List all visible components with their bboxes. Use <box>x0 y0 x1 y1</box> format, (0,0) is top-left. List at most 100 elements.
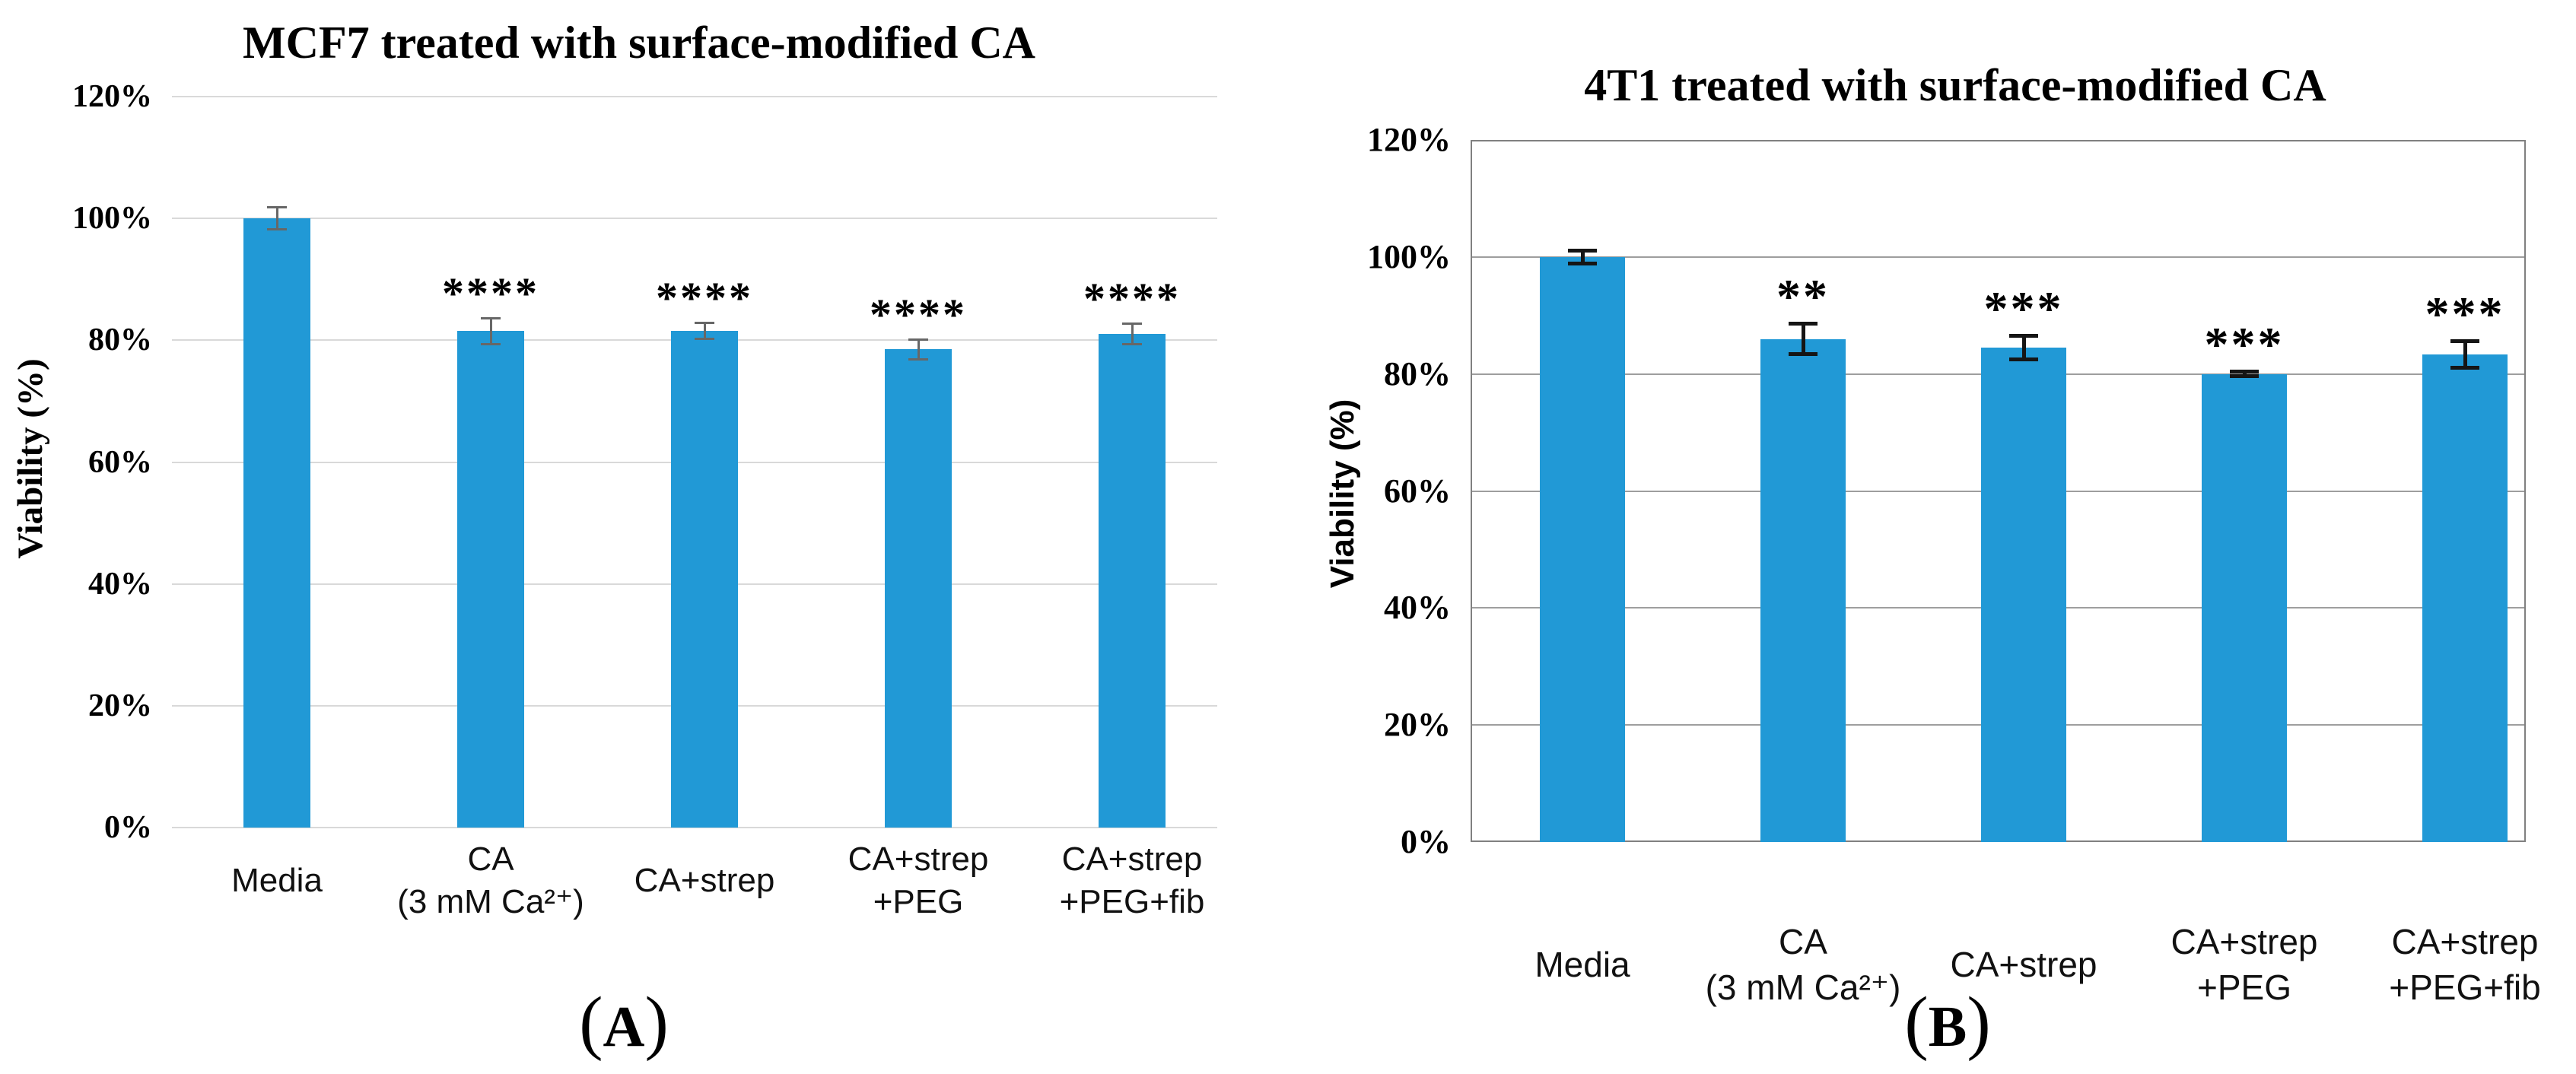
x-category-label-2: CA+strep <box>1818 942 2229 987</box>
x-category-label-4: CA+strep +PEG+fib <box>2260 919 2576 1010</box>
bar-0 <box>1540 256 1625 842</box>
y-tick-label-40: 40% <box>1384 589 1451 627</box>
bar-3 <box>885 349 952 828</box>
y-tick-label-0: 0% <box>1401 823 1451 860</box>
y-tick-label-20: 20% <box>88 688 152 723</box>
y-tick-label-100: 100% <box>1367 237 1451 275</box>
significance-stars-1: ** <box>1776 268 1830 323</box>
error-bar-cap-4-top <box>1122 323 1142 326</box>
y-tick-label-20: 20% <box>1384 706 1451 744</box>
error-bar-cap-1-bottom <box>481 342 501 345</box>
x-category-label-3: CA+strep +PEG <box>2039 919 2450 1010</box>
caption-letter: A <box>603 995 645 1059</box>
bar-1 <box>1760 338 1846 842</box>
bar-4 <box>1099 334 1166 828</box>
error-bar-line-0 <box>1580 250 1585 264</box>
x-category-label-4: CA+strep +PEG+fib <box>927 838 1337 923</box>
caption-close-paren: ) <box>644 983 669 1062</box>
x-category-label-3: CA+strep +PEG <box>713 838 1124 923</box>
bar-2 <box>1981 348 2066 842</box>
caption-close-paren: ) <box>1967 983 1991 1062</box>
y-tick-label-40: 40% <box>88 566 152 602</box>
x-category-label-line: CA+strep <box>1950 945 2097 984</box>
x-category-label-line: CA+strep <box>2171 922 2318 961</box>
error-bar-line-0 <box>275 207 278 230</box>
error-bar-cap-2-top <box>695 322 714 325</box>
error-bar-line-1 <box>1801 323 1805 354</box>
gridline-120 <box>172 96 1217 97</box>
x-category-label-line: +PEG+fib <box>1059 883 1205 920</box>
x-category-label-line: CA+strep <box>1061 840 1203 878</box>
error-bar-cap-0-bottom <box>1568 261 1597 265</box>
error-bar-line-1 <box>489 318 492 345</box>
y-tick-label-60: 60% <box>1384 472 1451 510</box>
gridline-0 <box>172 827 1217 828</box>
x-category-label-line: CA <box>467 840 514 878</box>
error-bar-line-3 <box>917 339 920 360</box>
error-bar-cap-4-top <box>2450 339 2479 344</box>
x-category-label-1: CA (3 mM Ca²⁺) <box>1598 919 2008 1010</box>
y-tick-label-120: 120% <box>72 79 152 114</box>
x-category-label-1: CA (3 mM Ca²⁺) <box>285 838 696 923</box>
x-category-label-line: CA+strep <box>634 862 775 899</box>
chart-title-mcf7: MCF7 treated with surface-modified CA <box>242 17 1035 68</box>
error-bar-cap-2-top <box>2009 334 2038 338</box>
error-bar-cap-0-bottom <box>267 228 287 231</box>
y-tick-label-120: 120% <box>1367 121 1451 158</box>
panel-caption-a: (A) <box>502 981 746 1063</box>
bar-4 <box>2422 354 2508 842</box>
x-category-label-line: CA <box>1779 922 1827 961</box>
error-bar-line-3 <box>2242 371 2247 377</box>
error-bar-line-4 <box>2463 341 2467 368</box>
bar-0 <box>243 218 310 828</box>
significance-stars-2: *** <box>1983 281 2064 335</box>
bar-3 <box>2202 373 2287 842</box>
caption-open-paren: ( <box>1904 983 1929 1062</box>
bar-1 <box>457 331 524 828</box>
x-category-label-2: CA+strep <box>499 860 910 902</box>
significance-stars-4: *** <box>2425 286 2505 341</box>
x-category-label-line: +PEG <box>873 883 964 920</box>
x-category-label-line: +PEG <box>2196 968 2291 1007</box>
y-tick-label-60: 60% <box>88 444 152 480</box>
error-bar-cap-1-bottom <box>1789 352 1818 356</box>
error-bar-cap-3-top <box>2230 370 2259 374</box>
error-bar-cap-3-top <box>908 338 928 342</box>
error-bar-line-4 <box>1131 323 1134 345</box>
y-tick-label-0: 0% <box>104 810 152 845</box>
x-category-label-0: Media <box>1377 942 1788 987</box>
x-category-label-line: Media <box>231 862 323 899</box>
chart-title-4t1: 4T1 treated with surface-modified CA <box>1584 60 2326 110</box>
error-bar-line-2 <box>2021 335 2026 360</box>
significance-stars-3: *** <box>2204 316 2285 371</box>
error-bar-cap-4-bottom <box>2450 366 2479 370</box>
x-category-label-line: CA+strep <box>848 840 989 878</box>
panel-caption-b: (B) <box>1826 981 2069 1063</box>
error-bar-cap-1-top <box>481 317 501 319</box>
error-bar-cap-1-top <box>1789 322 1818 326</box>
error-bar-cap-0-top <box>1568 248 1597 253</box>
x-category-label-line: +PEG+fib <box>2389 968 2541 1007</box>
y-tick-label-80: 80% <box>88 323 152 358</box>
significance-stars-3: **** <box>870 289 967 339</box>
y-tick-label-80: 80% <box>1384 354 1451 392</box>
gridline-100 <box>172 218 1217 220</box>
error-bar-cap-4-bottom <box>1122 343 1142 346</box>
caption-letter: B <box>1928 995 1967 1059</box>
gridline-100 <box>1471 256 2526 258</box>
error-bar-line-2 <box>703 323 706 339</box>
x-category-label-line: (3 mM Ca²⁺) <box>1705 968 1901 1007</box>
x-category-label-line: (3 mM Ca²⁺) <box>397 883 584 920</box>
significance-stars-4: **** <box>1083 273 1181 323</box>
x-category-label-0: Media <box>72 860 482 902</box>
error-bar-cap-0-top <box>267 206 287 209</box>
caption-open-paren: ( <box>579 983 603 1062</box>
error-bar-cap-3-bottom <box>908 357 928 361</box>
x-category-label-line: CA+strep <box>2391 922 2539 961</box>
error-bar-cap-2-bottom <box>2009 357 2038 361</box>
x-category-label-line: Media <box>1534 945 1630 984</box>
error-bar-cap-2-bottom <box>695 338 714 341</box>
significance-stars-2: **** <box>656 272 753 323</box>
